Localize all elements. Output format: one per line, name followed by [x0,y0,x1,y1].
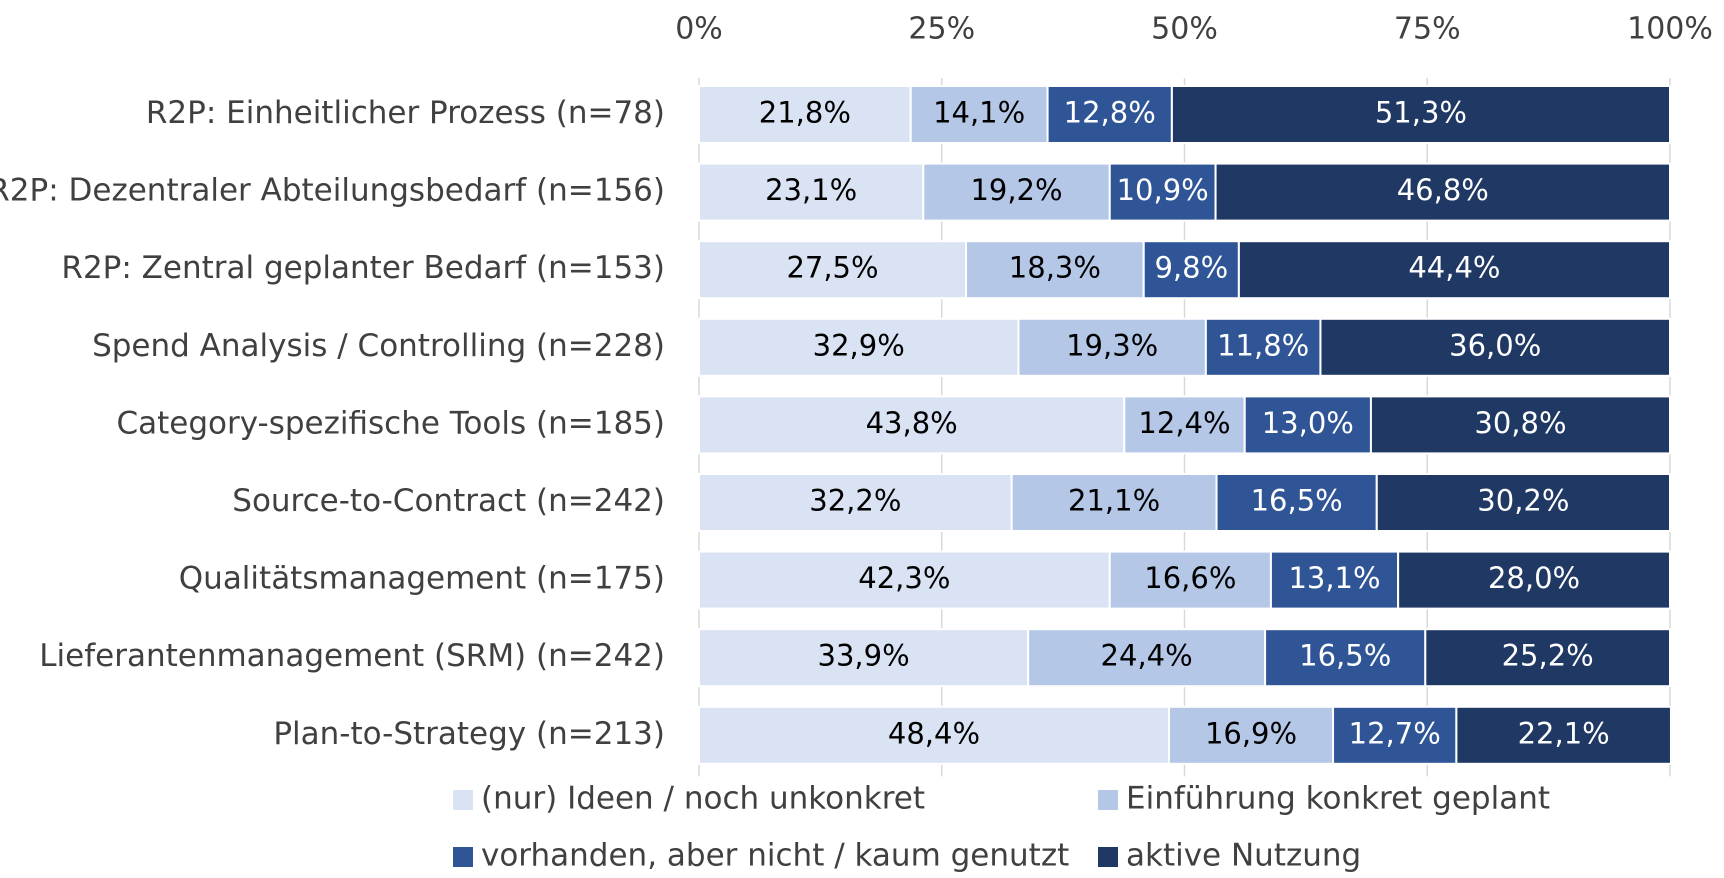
value-label: 21,8% [759,96,851,130]
value-label: 19,2% [970,173,1062,207]
value-label: 48,4% [888,716,980,750]
bar-segment [1369,395,1671,455]
x-tick-label: 25% [908,12,975,47]
bar-segment [1319,317,1671,377]
bar-segment [1108,550,1272,610]
bar-segment [1455,705,1672,765]
value-label: 30,8% [1474,406,1566,440]
legend-label: vorhanden, aber nicht / kaum genutzt [481,838,1069,874]
value-label: 16,9% [1205,716,1297,750]
bar-segment [1204,317,1322,377]
bar-segment [1167,705,1335,765]
legend-label: aktive Nutzung [1126,838,1361,874]
category-label: R2P: Einheitlicher Prozess (n=78) [146,95,665,131]
bar-segment [698,473,1013,532]
bar-segment [1243,395,1372,455]
category-label: R2P: Dezentraler Abteilungsbedarf (n=156… [0,173,665,209]
value-label: 18,3% [1009,251,1101,285]
value-label: 36,0% [1449,328,1541,362]
value-label: 24,4% [1101,639,1193,673]
value-label: 12,7% [1349,716,1441,750]
value-label: 32,2% [809,484,901,518]
legend-swatch [1098,847,1118,867]
bar-segment [698,317,1020,377]
bar-segment [698,395,1126,455]
value-label: 14,1% [933,96,1025,130]
bar-segment [1269,550,1400,610]
value-label: 30,2% [1477,484,1569,518]
legend-swatch [453,790,473,810]
category-label: Lieferantenmanagement (SRM) (n=242) [39,638,665,674]
legend-swatch [453,847,473,867]
value-label: 51,3% [1375,96,1467,130]
value-label: 12,8% [1064,96,1156,130]
value-label: 21,1% [1068,484,1160,518]
legend-label: (nur) Ideen / noch unkonkret [481,781,925,817]
bar-segment [1375,473,1672,532]
value-label: 16,5% [1251,484,1343,518]
category-label: Plan-to-Strategy (n=213) [273,716,665,752]
x-tick-label: 50% [1151,12,1218,47]
bar-segment [698,240,968,300]
value-label: 42,3% [858,561,950,595]
value-label: 19,3% [1066,328,1158,362]
value-label: 28,0% [1488,561,1580,595]
bar-segment [1170,85,1671,144]
value-label: 33,9% [818,639,910,673]
bar-segment [1027,628,1267,688]
bar-segment [698,85,912,144]
value-label: 27,5% [786,251,878,285]
value-label: 13,0% [1262,406,1354,440]
bar-segment [1142,240,1240,300]
bar-segment [1108,162,1217,222]
legend-label: Einführung konkret geplant [1126,781,1550,817]
bar-segment [698,628,1030,688]
category-label: Source-to-Contract (n=242) [232,483,665,519]
value-label: 25,2% [1502,639,1594,673]
value-label: 13,1% [1288,561,1380,595]
bar-segment [698,162,925,222]
value-label: 32,9% [813,328,905,362]
value-label: 16,6% [1144,561,1236,595]
bar-segment [1397,550,1671,610]
value-label: 44,4% [1408,251,1500,285]
category-label: Qualitätsmanagement (n=175) [179,561,665,597]
bar-segment [698,550,1111,610]
bar-segment [909,85,1049,144]
category-label: R2P: Zentral geplanter Bedarf (n=153) [61,250,665,286]
value-label: 10,9% [1117,173,1209,207]
bar-segment [1123,395,1246,455]
bar-segment [1214,162,1672,222]
legend-swatch [1098,790,1118,810]
bar-segment [1424,628,1671,688]
value-label: 22,1% [1518,716,1610,750]
value-label: 9,8% [1154,251,1228,285]
value-label: 12,4% [1138,406,1230,440]
bar-segment [1215,473,1378,532]
category-label: Spend Analysis / Controlling (n=228) [92,328,665,364]
x-tick-label: 100% [1627,12,1713,47]
category-label: Category-spezifische Tools (n=185) [116,405,665,441]
value-label: 43,8% [866,406,958,440]
value-label: 16,5% [1299,639,1391,673]
bar-segment [1237,240,1671,300]
value-label: 11,8% [1217,328,1309,362]
x-tick-label: 0% [675,12,723,47]
value-label: 46,8% [1397,173,1489,207]
bar-segment [1010,473,1218,532]
x-tick-label: 75% [1394,12,1461,47]
bar-segment [1332,705,1458,765]
bar-segment [1046,85,1173,144]
value-label: 23,1% [765,173,857,207]
